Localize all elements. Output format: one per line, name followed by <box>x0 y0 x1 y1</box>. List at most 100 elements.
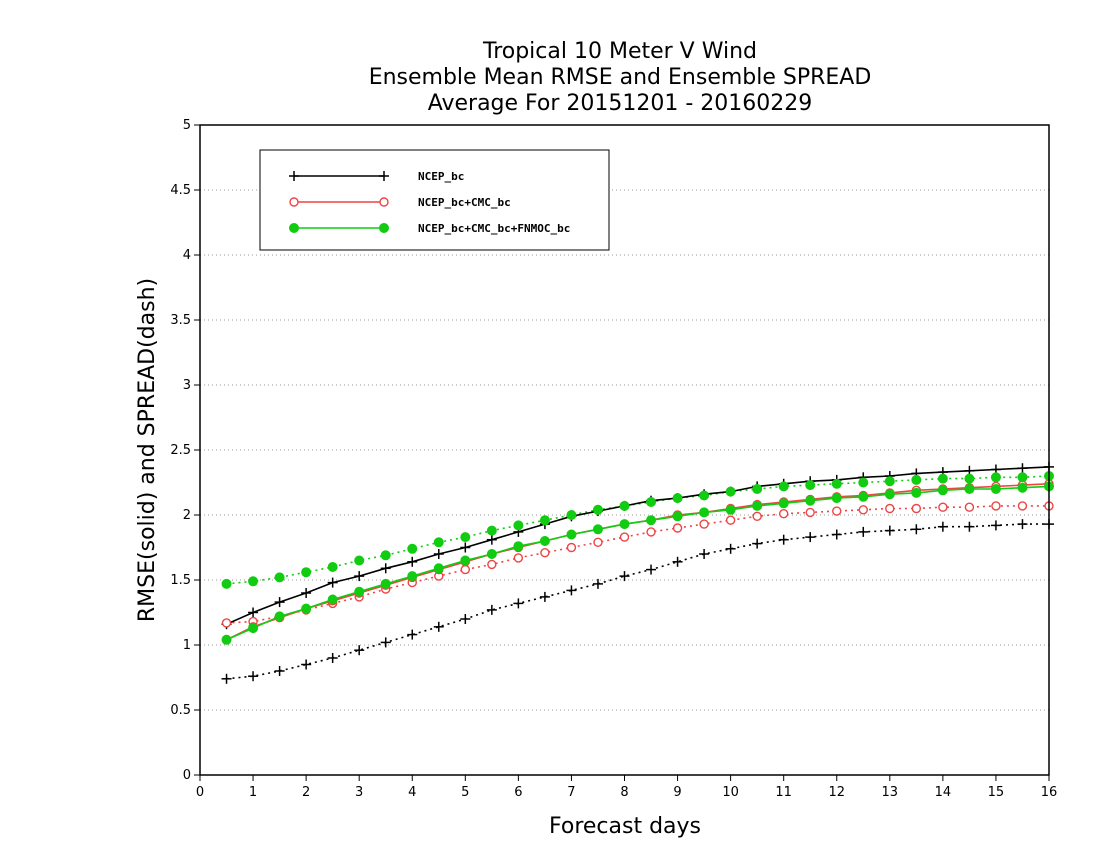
spread-point <box>380 550 391 561</box>
rmse-point <box>805 495 816 506</box>
rmse-point <box>1017 482 1028 493</box>
spread-point <box>646 497 657 507</box>
spread-point <box>990 472 1001 483</box>
spread-point <box>699 519 709 529</box>
rmse-point <box>354 571 365 582</box>
y-tick-label: 1 <box>183 638 191 653</box>
y-axis-title: RMSE(solid) and SPREAD(dash) <box>135 278 160 622</box>
spread-point <box>778 534 789 545</box>
rmse-point <box>778 498 789 509</box>
rmse-point <box>327 577 338 588</box>
rmse-line-2 <box>226 485 1050 641</box>
rmse-point <box>964 484 975 494</box>
x-tick-label: 10 <box>722 785 739 800</box>
spread-point <box>539 591 550 602</box>
spread-point <box>699 490 710 501</box>
rmse-point <box>248 607 259 618</box>
spread-point <box>937 521 948 532</box>
rmse-point <box>486 549 497 559</box>
rmse-point <box>486 534 497 545</box>
spread-point <box>433 537 444 548</box>
rmse-point <box>460 542 471 553</box>
spread-point <box>593 537 603 547</box>
spread-point <box>566 585 577 596</box>
y-tick-label: 3.5 <box>170 313 191 328</box>
x-tick-label: 1 <box>249 785 257 800</box>
spread-point <box>778 509 789 519</box>
spread-point <box>805 480 816 491</box>
spread-point <box>433 621 444 632</box>
spread-point <box>832 506 842 516</box>
spread-point <box>725 515 736 525</box>
rmse-point <box>301 588 312 598</box>
rmse-point <box>433 549 444 559</box>
spread-line-0 <box>226 523 1049 680</box>
x-tick-label: 6 <box>514 785 522 800</box>
legend-marker <box>289 223 299 233</box>
spread-point <box>646 564 657 575</box>
spread-point <box>540 548 550 558</box>
spread-point <box>805 532 816 543</box>
spread-point <box>858 477 869 488</box>
rmse-point <box>566 529 577 540</box>
x-tick-label: 11 <box>775 785 792 800</box>
spread-point <box>725 543 736 554</box>
rmse-point <box>407 556 418 567</box>
spread-point <box>885 503 895 514</box>
rmse-point <box>539 536 550 546</box>
rmse-point <box>274 611 285 622</box>
rmse-point <box>327 594 338 605</box>
title-line-1: Tropical 10 Meter V Wind <box>482 39 757 64</box>
x-tick-label: 5 <box>461 785 469 800</box>
spread-point <box>672 493 683 504</box>
rmse-point <box>858 491 869 502</box>
rmse-point <box>301 603 312 614</box>
x-tick-label: 4 <box>408 785 416 800</box>
legend-marker <box>379 223 389 233</box>
rmse-point <box>699 507 710 518</box>
spread-point <box>778 481 789 492</box>
y-tick-label: 2.5 <box>170 443 191 458</box>
spread-point <box>354 555 365 566</box>
rmse-point <box>407 571 418 582</box>
legend-marker <box>289 171 299 181</box>
rmse-point <box>911 487 922 498</box>
x-tick-label: 15 <box>988 785 1005 800</box>
y-tick-label: 2 <box>183 508 191 523</box>
x-axis-title: Forecast days <box>549 814 701 839</box>
spread-point <box>513 520 524 531</box>
spread-point <box>327 653 338 663</box>
rmse-point <box>380 563 391 574</box>
spread-point <box>248 576 259 587</box>
spread-point <box>646 527 656 537</box>
spread-point <box>460 564 471 575</box>
x-tick-label: 8 <box>620 785 628 800</box>
y-tick-label: 5 <box>183 118 191 133</box>
x-tick-label: 14 <box>935 785 952 800</box>
spread-point <box>831 529 842 540</box>
spread-point <box>964 521 975 532</box>
spread-point <box>221 618 232 628</box>
rmse-point <box>274 597 285 608</box>
spread-point <box>884 525 895 536</box>
gridlines <box>200 189 1049 711</box>
y-tick-label: 4.5 <box>170 183 191 198</box>
x-tick-label: 3 <box>355 785 363 800</box>
spread-point <box>699 549 710 559</box>
spread-point <box>991 501 1001 511</box>
spread-point <box>752 511 762 521</box>
rmse-point <box>646 515 657 526</box>
chart-title: Tropical 10 Meter V Wind Ensemble Mean R… <box>369 39 872 116</box>
x-tick-label: 12 <box>828 785 845 800</box>
rmse-point <box>1017 463 1028 474</box>
spread-point <box>752 484 763 494</box>
rmse-point <box>990 484 1001 494</box>
rmse-line-1 <box>226 483 1050 641</box>
legend-marker <box>379 197 389 207</box>
spread-point <box>831 478 842 489</box>
spread-point <box>460 614 471 624</box>
y-tick-label: 0 <box>183 768 191 783</box>
axes: 00.511.522.533.544.550 1 2 3 4 5 6 7 8 9 10 11 12 13 1… <box>170 118 1057 800</box>
x-tick-label: 9 <box>673 785 681 800</box>
